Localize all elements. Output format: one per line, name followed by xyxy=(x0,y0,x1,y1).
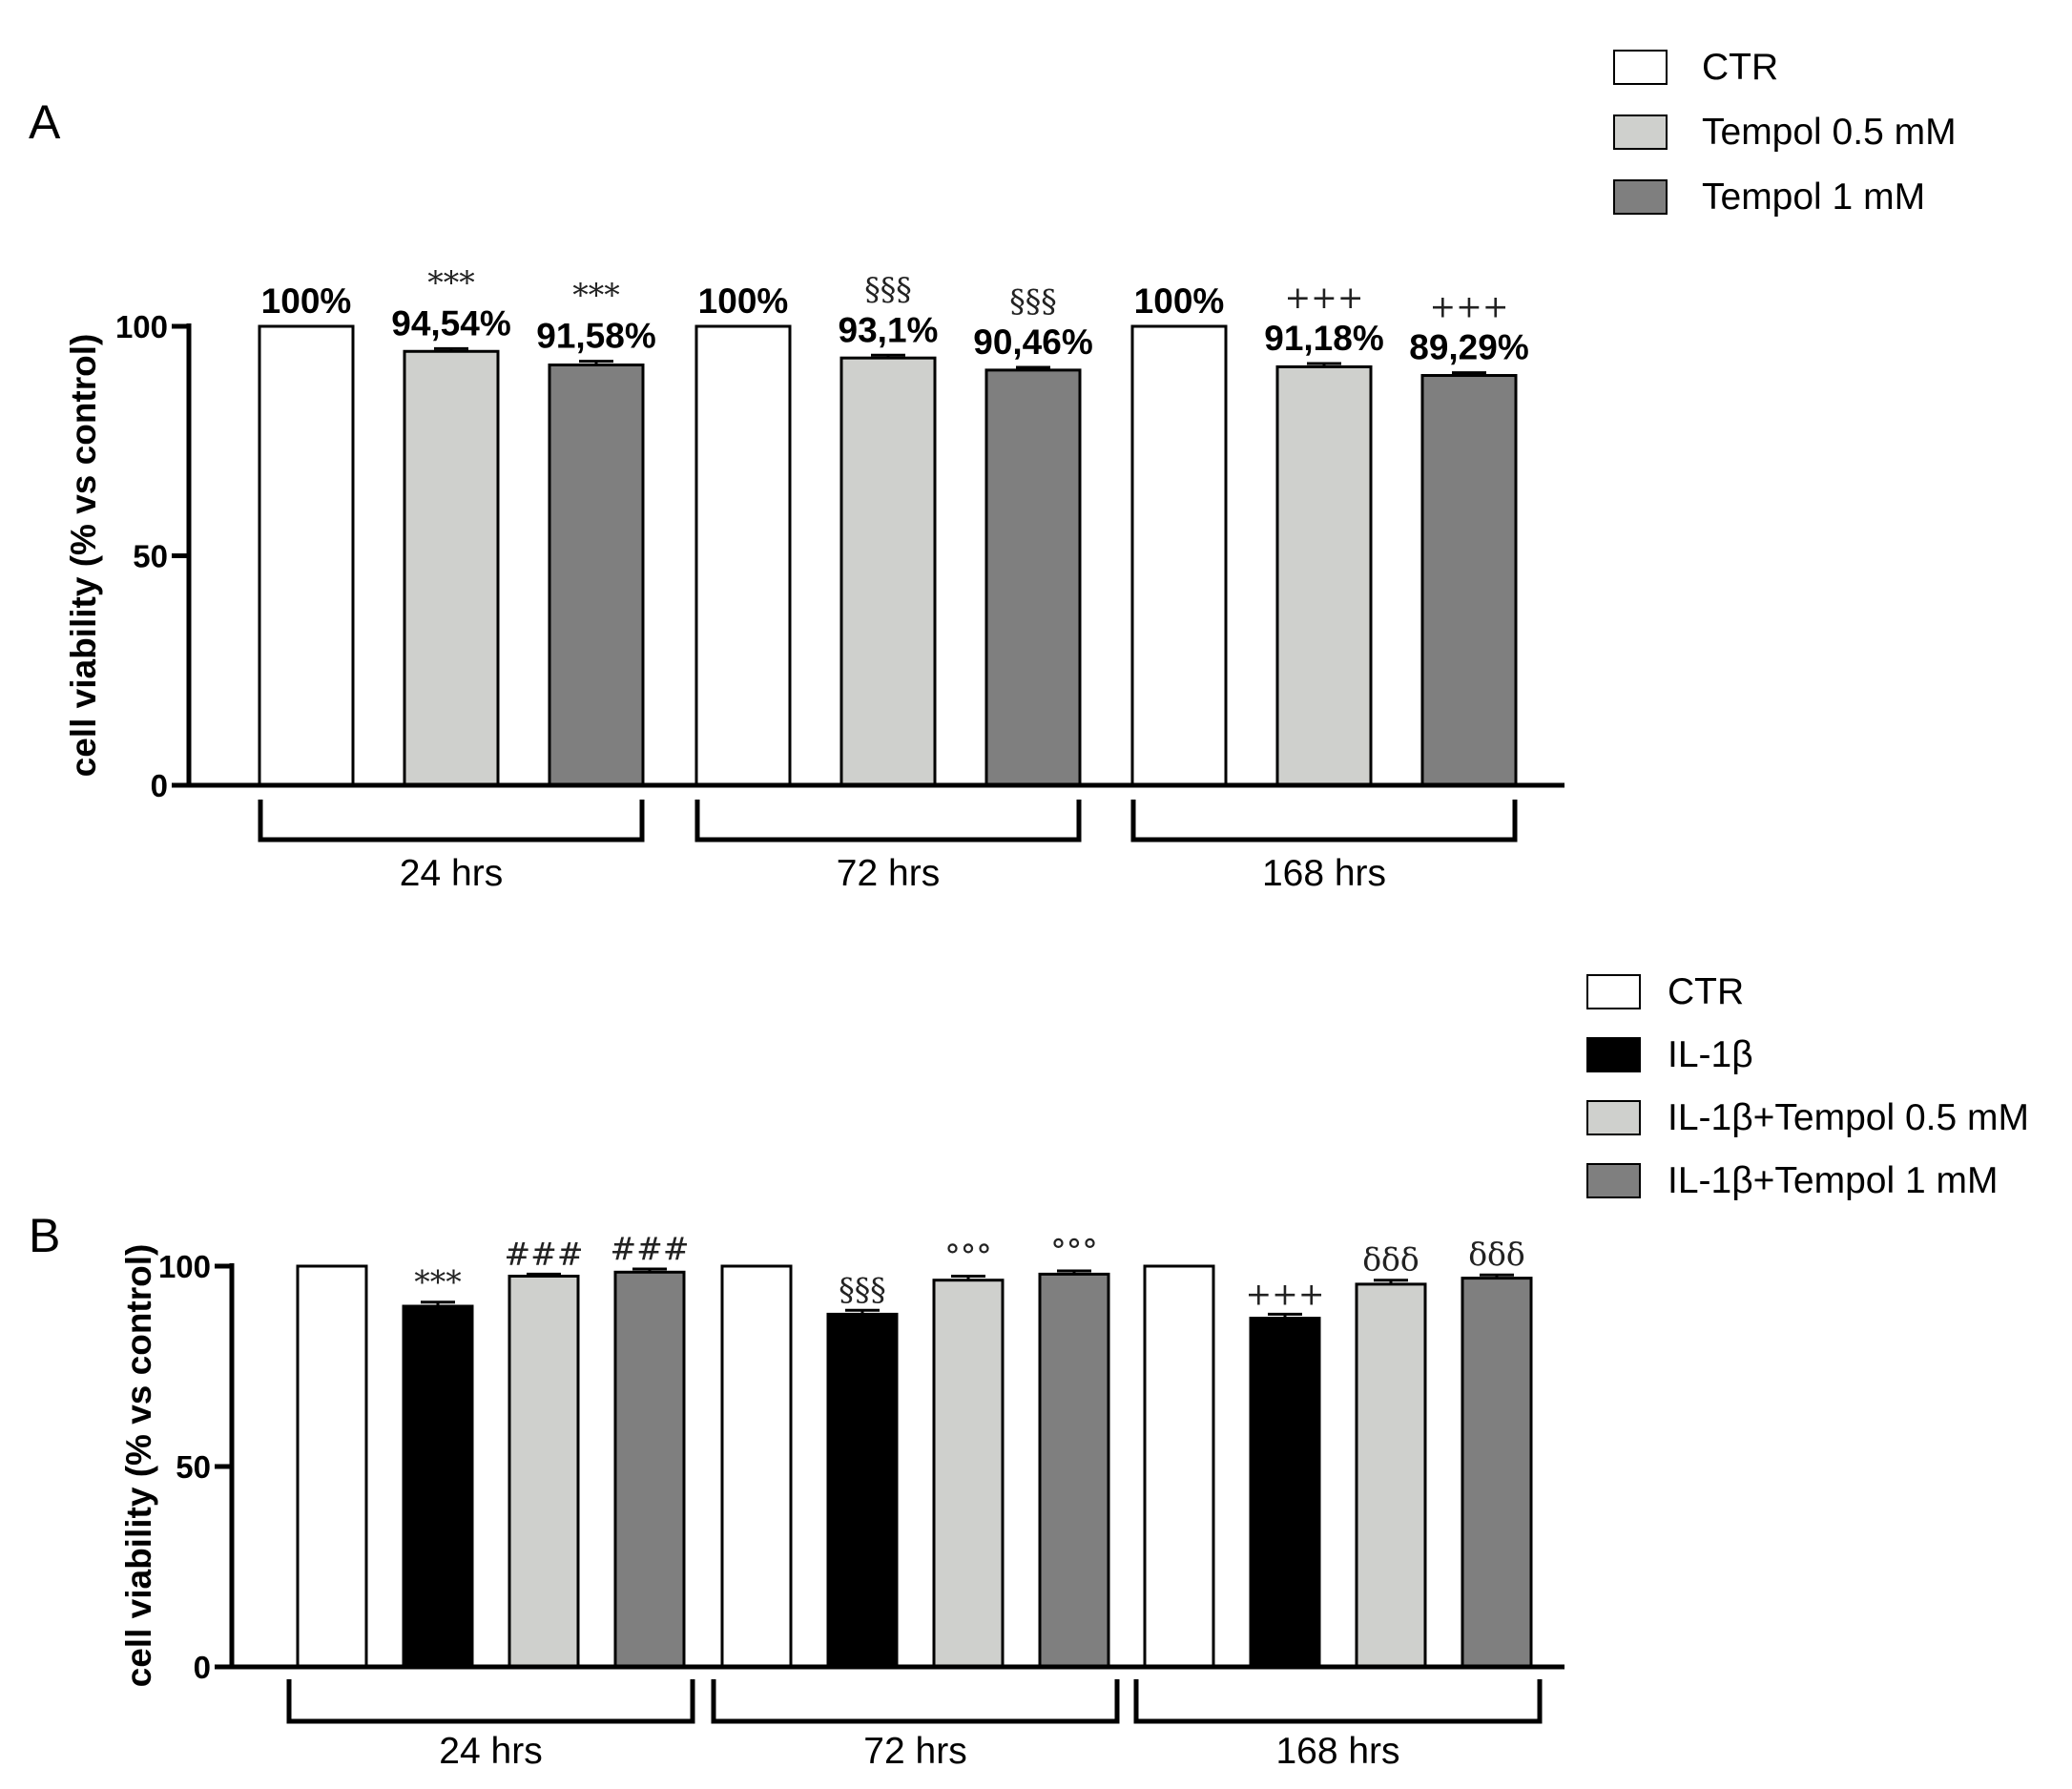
panel-a-legend: CTR Tempol 0.5 mM Tempol 1 mM xyxy=(1613,47,1957,218)
panel-a-bar xyxy=(258,324,355,787)
panel-a-value-label: 94,54% xyxy=(391,303,511,343)
panel-a-legend-label: CTR xyxy=(1702,47,1778,88)
panel-a-value-label: 93,1% xyxy=(839,310,939,349)
panel-b-significance-mark: ### xyxy=(505,1235,584,1272)
panel-b-legend-swatch xyxy=(1586,1100,1641,1135)
panel-b-significance-mark: °°° xyxy=(1050,1232,1098,1269)
panel-b-significance-mark: ### xyxy=(611,1230,690,1267)
panel-a-bar xyxy=(403,349,500,787)
panel-a-significance-mark: *** xyxy=(427,263,475,301)
panel-a-y-tick-label: 50 xyxy=(133,539,168,574)
panel-b-y-tick-label: 50 xyxy=(176,1449,211,1485)
panel-b-legend-swatch xyxy=(1586,1037,1641,1072)
panel-b-legend-label: CTR xyxy=(1668,971,1744,1012)
panel-a-bar xyxy=(694,324,792,787)
panel-a-legend-swatch xyxy=(1613,114,1668,150)
panel-a-legend-swatch xyxy=(1613,50,1668,85)
panel-a-group-label: 168 hrs xyxy=(1262,853,1386,894)
panel-a-value-label: 100% xyxy=(1134,281,1225,321)
panel-a-value-label: 91,18% xyxy=(1264,319,1384,358)
panel-a-significance-mark: +++ xyxy=(1285,279,1364,316)
panel-b-letter: B xyxy=(29,1209,60,1262)
panel-b-bar xyxy=(1249,1317,1321,1669)
panel-a-bar xyxy=(1130,324,1228,787)
panel-a-y-tick-label: 0 xyxy=(151,768,168,803)
panel-b-bar xyxy=(1038,1272,1110,1669)
panel-a-bar xyxy=(1275,364,1373,787)
panel-a-bar xyxy=(984,368,1082,787)
panel-b-legend-swatch xyxy=(1586,1163,1641,1198)
panel-a-legend-swatch xyxy=(1613,179,1668,215)
panel-a-bar xyxy=(1420,374,1518,787)
panel-b-legend-label: IL-1β+Tempol 0.5 mM xyxy=(1668,1097,2029,1138)
panel-b-legend-label: IL-1β+Tempol 1 mM xyxy=(1668,1160,1998,1201)
panel-b-legend: CTR IL-1β IL-1β+Tempol 0.5 mM IL-1β+Tempol … xyxy=(1586,971,2029,1201)
panel-b-bar xyxy=(1355,1282,1427,1669)
panel-b-bar xyxy=(826,1312,899,1669)
panel-a-value-label: 100% xyxy=(698,281,789,321)
panel-b-group-bracket xyxy=(711,1679,1120,1724)
panel-b-legend-swatch xyxy=(1586,974,1641,1009)
panel-b-legend-label: IL-1β xyxy=(1668,1034,1753,1075)
panel-b-bar xyxy=(1143,1264,1215,1669)
panel-b-bar xyxy=(613,1270,686,1669)
panel-a-significance-mark: +++ xyxy=(1430,288,1509,325)
panel-a-y-axis-label: cell viability (% vs control) xyxy=(64,334,103,778)
panel-b-bar xyxy=(402,1304,474,1669)
panel-a-bar xyxy=(548,364,645,787)
panel-b-group-label: 72 hrs xyxy=(863,1731,966,1772)
panel-a-group-bracket xyxy=(694,800,1082,842)
panel-b-significance-mark: δδδ xyxy=(1362,1241,1419,1279)
panel-a-group-bracket xyxy=(258,800,645,842)
panel-b-bar xyxy=(932,1279,1005,1669)
panel-b-bar xyxy=(296,1264,368,1669)
panel-a-significance-mark: *** xyxy=(572,277,620,314)
panel-a-group-bracket xyxy=(1130,800,1518,842)
panel-a-value-label: 100% xyxy=(261,281,352,321)
panel-b-y-tick-label: 100 xyxy=(158,1249,211,1284)
panel-a-value-label: 91,58% xyxy=(536,317,656,356)
panel-a-value-label: 89,29% xyxy=(1409,328,1529,367)
panel-a-significance-mark: §§§ xyxy=(1009,282,1057,320)
panel-a-significance-mark: §§§ xyxy=(864,270,912,307)
panel-b-y-tick-label: 0 xyxy=(194,1650,211,1685)
panel-a-group-label: 24 hrs xyxy=(400,853,503,894)
panel-b-significance-mark: °°° xyxy=(944,1238,992,1275)
panel-a-legend-label: Tempol 0.5 mM xyxy=(1702,112,1957,153)
panel-a-legend-label: Tempol 1 mM xyxy=(1702,177,1925,218)
panel-b-significance-mark: *** xyxy=(414,1263,462,1300)
panel-a-y-tick-label: 100 xyxy=(115,309,168,344)
panel-b-significance-mark: +++ xyxy=(1246,1275,1325,1312)
panel-b-y-axis-label: cell viability (% vs control) xyxy=(119,1244,158,1688)
panel-b-bar xyxy=(1461,1277,1533,1669)
panel-a-bar xyxy=(839,356,937,787)
panel-b-group-bracket xyxy=(1133,1679,1543,1724)
panel-b-bar xyxy=(720,1264,793,1669)
panel-b-significance-mark: δδδ xyxy=(1468,1236,1525,1273)
panel-b-group-label: 168 hrs xyxy=(1275,1731,1399,1772)
panel-b-significance-mark: §§§ xyxy=(839,1271,886,1308)
panel-b-group-label: 24 hrs xyxy=(439,1731,542,1772)
panel-b-group-bracket xyxy=(286,1679,695,1724)
panel-a-value-label: 90,46% xyxy=(973,322,1093,362)
panel-a-letter: A xyxy=(29,95,61,149)
panel-a-group-label: 72 hrs xyxy=(837,853,940,894)
panel-b-bar xyxy=(508,1275,580,1669)
